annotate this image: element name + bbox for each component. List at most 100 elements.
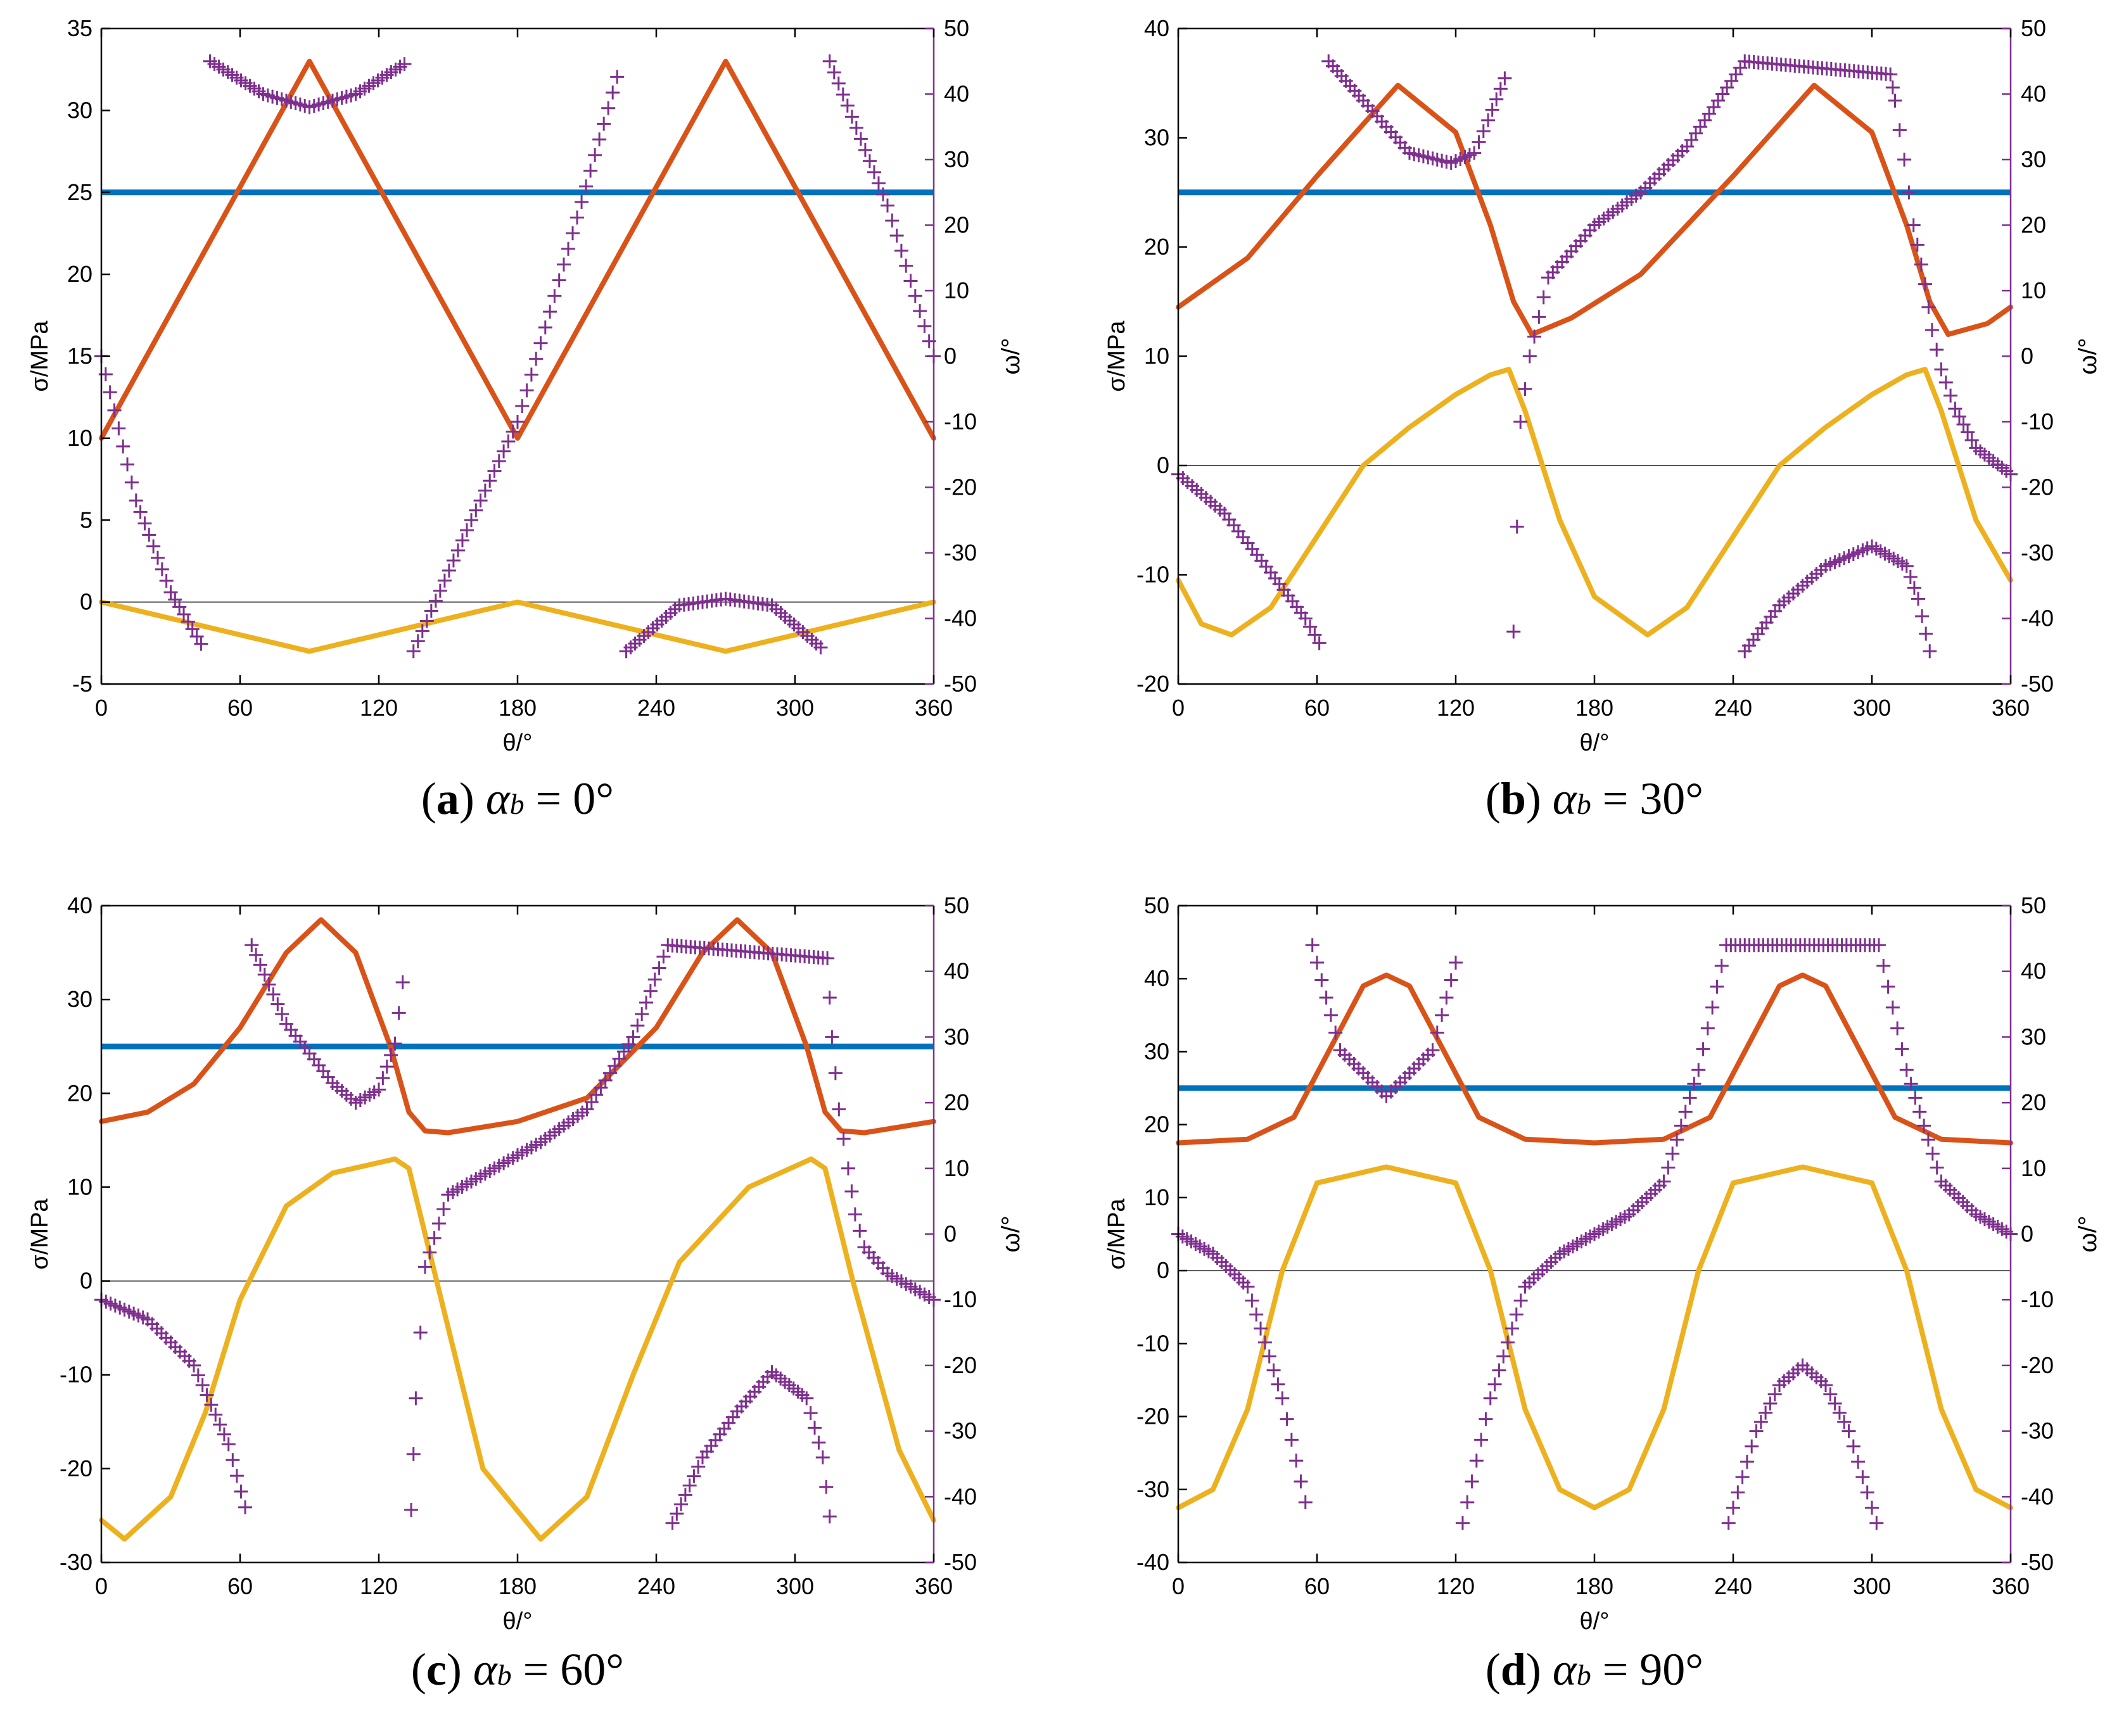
- y-tick-label: -10: [60, 1362, 92, 1388]
- data-marker: [1271, 1377, 1285, 1391]
- series-markers-3: [94, 54, 941, 659]
- data-marker: [610, 70, 625, 84]
- data-marker: [1245, 1293, 1259, 1308]
- series-markers-3: [1171, 938, 2018, 1530]
- data-marker: [1670, 1132, 1684, 1147]
- y2-tick-label: -50: [2021, 671, 2054, 697]
- data-marker: [413, 1326, 428, 1340]
- series-line-2: [1176, 1164, 2013, 1511]
- data-marker: [137, 516, 152, 531]
- y2-tick-label: 50: [2021, 892, 2046, 918]
- data-marker: [194, 637, 208, 651]
- caption-part: b: [497, 1659, 512, 1691]
- series-line-1: [1176, 972, 2013, 1146]
- y2-tick-label: 40: [2021, 958, 2046, 984]
- y2-axis-label: ω/°: [997, 1215, 1025, 1252]
- data-marker: [1687, 1077, 1702, 1091]
- data-marker: [506, 424, 520, 439]
- data-marker: [1513, 1293, 1528, 1308]
- data-marker: [436, 1202, 451, 1217]
- data-marker: [217, 1427, 231, 1441]
- chart-panel-c: 0 60 120 180 240 300 360-30-20-10010203040-50-…: [27, 892, 1025, 1695]
- data-marker: [124, 475, 139, 490]
- data-marker: [1314, 973, 1329, 987]
- y2-tick-label: 10: [944, 1155, 969, 1181]
- data-marker: [1907, 581, 1921, 595]
- x-tick-label: 120: [360, 695, 398, 721]
- data-marker: [1749, 1424, 1764, 1438]
- x-tick-label: 360: [915, 1573, 953, 1599]
- data-marker: [395, 975, 410, 989]
- data-marker: [1678, 1105, 1693, 1119]
- data-marker: [1943, 388, 1958, 403]
- x-tick-label: 180: [1575, 695, 1613, 721]
- y-tick-label: 20: [1144, 234, 1169, 260]
- data-marker: [1487, 1377, 1502, 1391]
- series-markers-4: [1738, 539, 1937, 659]
- y2-tick-label: -20: [944, 474, 977, 500]
- data-marker: [635, 1007, 649, 1022]
- data-marker: [1910, 238, 1924, 252]
- data-marker: [497, 444, 511, 459]
- y-tick-label: 20: [67, 1080, 92, 1106]
- data-marker: [606, 86, 620, 100]
- data-marker: [155, 562, 169, 576]
- data-marker: [379, 1060, 394, 1074]
- caption-part: c: [426, 1644, 447, 1695]
- data-marker: [1492, 1363, 1506, 1378]
- data-marker: [1489, 92, 1504, 106]
- data-marker: [903, 274, 918, 288]
- data-marker: [820, 951, 835, 965]
- data-marker: [584, 1095, 599, 1110]
- data-marker: [1921, 1132, 1935, 1147]
- y-tick-label: 35: [67, 15, 92, 41]
- data-marker: [822, 991, 837, 1005]
- data-marker: [592, 132, 607, 147]
- x-tick-label: 300: [1853, 695, 1891, 721]
- y2-tick-label: -50: [2021, 1549, 2054, 1575]
- data-marker: [107, 403, 122, 417]
- series-markers-3: [1171, 54, 2018, 650]
- data-marker: [1919, 626, 1933, 641]
- data-marker: [831, 76, 846, 91]
- caption-punctuation: [525, 773, 536, 824]
- data-marker: [647, 972, 662, 987]
- y2-tick-label: 20: [2021, 212, 2046, 238]
- y2-tick-label: -40: [2021, 1483, 2054, 1509]
- y2-tick-label: 50: [944, 892, 969, 918]
- x-tick-label: 240: [637, 695, 675, 721]
- data-marker: [538, 320, 552, 334]
- data-marker: [423, 1245, 437, 1260]
- data-marker: [665, 1516, 680, 1530]
- data-marker: [908, 289, 922, 303]
- y2-tick-label: 0: [2021, 343, 2033, 369]
- caption-punctuation: ): [1526, 773, 1553, 824]
- data-marker: [1735, 1470, 1750, 1485]
- data-marker: [103, 385, 117, 400]
- data-marker: [828, 1066, 843, 1080]
- panel-caption: (b) αb = 30°: [1485, 773, 1703, 824]
- data-marker: [533, 336, 548, 350]
- data-marker: [1657, 1174, 1671, 1189]
- data-marker: [1479, 1412, 1493, 1426]
- data-marker: [552, 273, 566, 288]
- series-line-2: [99, 599, 936, 654]
- data-marker: [418, 1260, 432, 1274]
- data-marker: [1449, 955, 1463, 970]
- data-marker: [844, 1184, 859, 1199]
- x-axis-label: θ/°: [1580, 1608, 1610, 1635]
- y2-tick-label: 30: [944, 146, 969, 172]
- series-line-2: [99, 1156, 936, 1542]
- panel-caption: (d) αb = 90°: [1485, 1644, 1703, 1695]
- data-marker: [1262, 1349, 1276, 1364]
- y2-axis-label: ω/°: [2074, 1215, 2102, 1252]
- data-marker: [391, 1006, 406, 1020]
- y-axis-label: σ/MPa: [1104, 1198, 1130, 1270]
- caption-part: α: [473, 1644, 498, 1695]
- data-marker: [822, 54, 837, 68]
- caption-punctuation: (: [1485, 1644, 1501, 1695]
- caption-punctuation: ): [459, 773, 486, 824]
- data-marker: [266, 987, 281, 1001]
- y2-tick-label: -20: [944, 1352, 977, 1378]
- data-marker: [120, 457, 135, 472]
